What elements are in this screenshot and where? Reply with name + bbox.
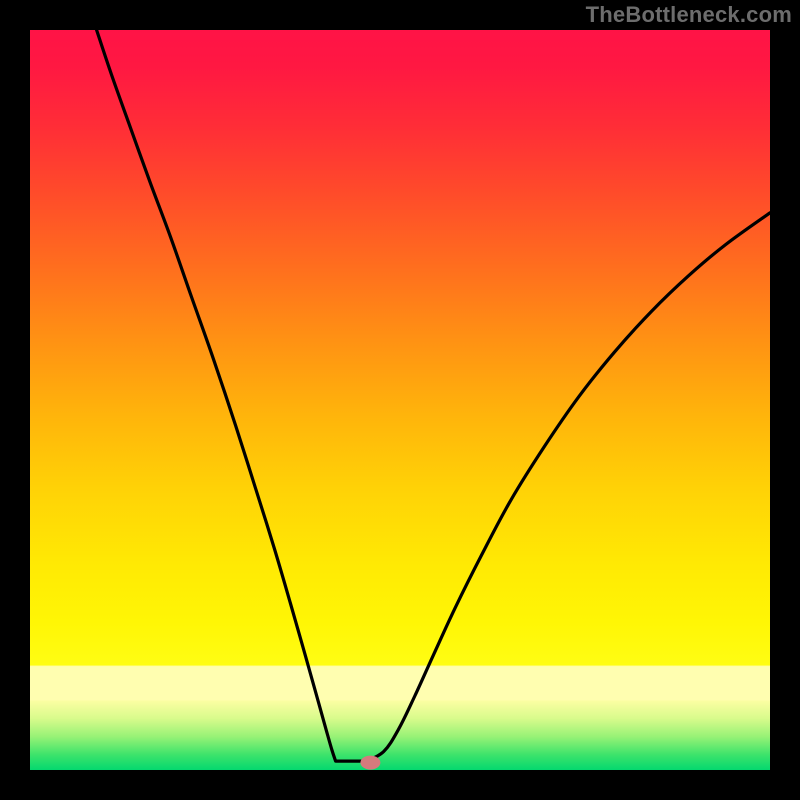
watermark-text: TheBottleneck.com xyxy=(586,2,792,28)
bottleneck-chart xyxy=(0,0,800,800)
plot-background xyxy=(30,30,770,770)
optimal-point-marker xyxy=(360,756,380,770)
chart-container: TheBottleneck.com xyxy=(0,0,800,800)
